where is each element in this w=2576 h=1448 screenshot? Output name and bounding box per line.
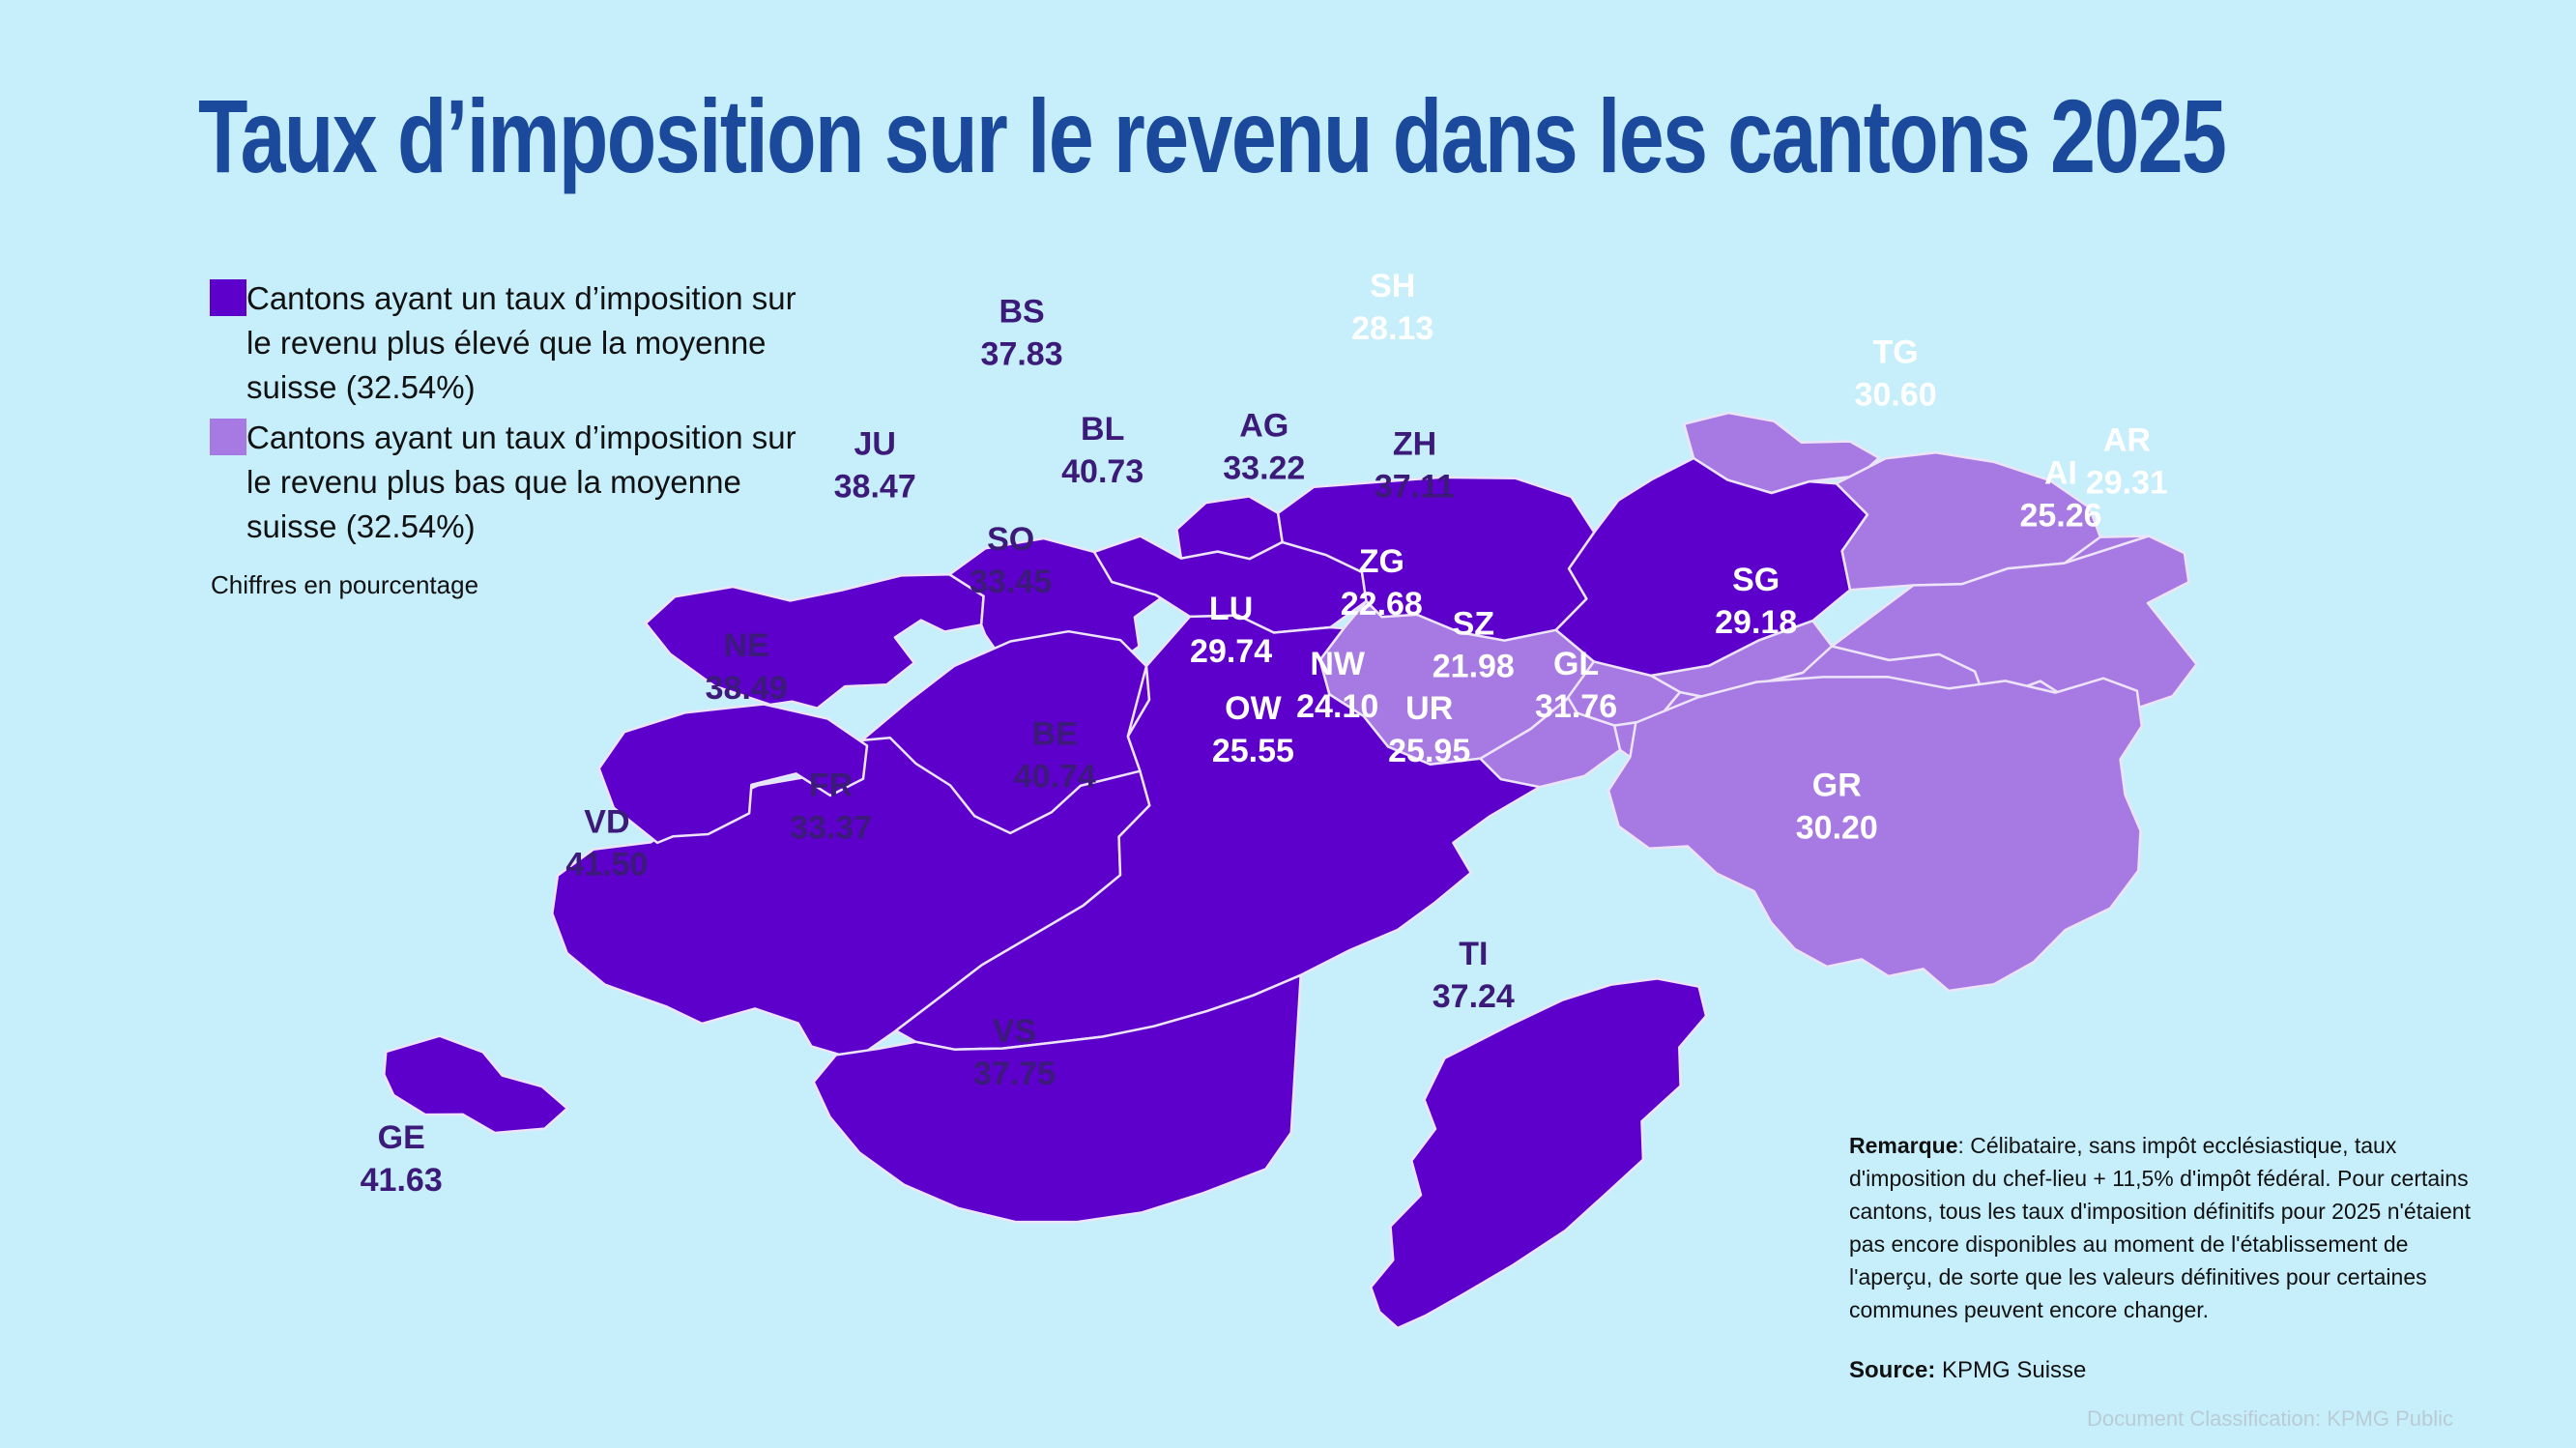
svg-text:25.55: 25.55	[1212, 733, 1294, 769]
svg-text:30.60: 30.60	[1855, 376, 1937, 413]
svg-text:25.95: 25.95	[1388, 733, 1470, 769]
svg-text:SO: SO	[987, 521, 1034, 558]
svg-text:29.74: 29.74	[1190, 633, 1272, 670]
svg-text:SZ: SZ	[1453, 605, 1494, 642]
svg-text:UR: UR	[1405, 690, 1453, 727]
svg-text:BL: BL	[1081, 411, 1124, 448]
svg-text:ZH: ZH	[1393, 425, 1436, 462]
svg-text:VD: VD	[584, 804, 629, 841]
svg-text:BE: BE	[1032, 715, 1078, 752]
svg-text:38.47: 38.47	[834, 468, 916, 505]
svg-text:ZG: ZG	[1359, 543, 1404, 580]
svg-text:SG: SG	[1732, 562, 1780, 598]
svg-text:21.98: 21.98	[1433, 648, 1515, 684]
svg-text:30.20: 30.20	[1796, 810, 1878, 847]
svg-text:BS: BS	[999, 294, 1044, 331]
svg-text:28.13: 28.13	[1351, 310, 1433, 347]
svg-text:38.49: 38.49	[706, 670, 788, 707]
svg-text:41.63: 41.63	[361, 1162, 443, 1199]
svg-text:40.74: 40.74	[1014, 758, 1096, 795]
svg-text:OW: OW	[1225, 690, 1282, 727]
svg-text:GR: GR	[1812, 767, 1862, 804]
svg-text:GL: GL	[1553, 646, 1599, 682]
svg-text:TI: TI	[1459, 936, 1488, 972]
svg-text:33.45: 33.45	[970, 564, 1052, 600]
svg-text:37.24: 37.24	[1433, 978, 1515, 1015]
svg-text:AR: AR	[2103, 422, 2151, 459]
svg-text:33.22: 33.22	[1223, 449, 1305, 486]
svg-text:AI: AI	[2044, 455, 2077, 492]
svg-text:NE: NE	[724, 627, 769, 664]
svg-text:37.11: 37.11	[1375, 468, 1455, 505]
svg-text:VS: VS	[993, 1013, 1036, 1050]
svg-text:NW: NW	[1310, 646, 1366, 682]
svg-text:SH: SH	[1370, 268, 1415, 304]
svg-text:29.18: 29.18	[1715, 604, 1797, 641]
svg-text:31.76: 31.76	[1535, 688, 1617, 725]
svg-text:29.31: 29.31	[2086, 465, 2168, 502]
svg-text:33.37: 33.37	[790, 810, 872, 847]
svg-text:TG: TG	[1872, 333, 1918, 370]
svg-text:FR: FR	[809, 767, 853, 804]
svg-text:25.26: 25.26	[2019, 498, 2101, 535]
svg-text:41.50: 41.50	[565, 847, 648, 883]
svg-text:AG: AG	[1239, 407, 1288, 444]
svg-text:GE: GE	[378, 1119, 425, 1156]
svg-text:40.73: 40.73	[1061, 453, 1143, 490]
svg-text:37.75: 37.75	[973, 1056, 1056, 1092]
svg-text:37.83: 37.83	[981, 336, 1063, 373]
svg-text:24.10: 24.10	[1296, 688, 1378, 725]
svg-text:JU: JU	[854, 425, 895, 462]
svg-text:LU: LU	[1209, 591, 1253, 627]
svg-text:22.68: 22.68	[1341, 586, 1423, 623]
